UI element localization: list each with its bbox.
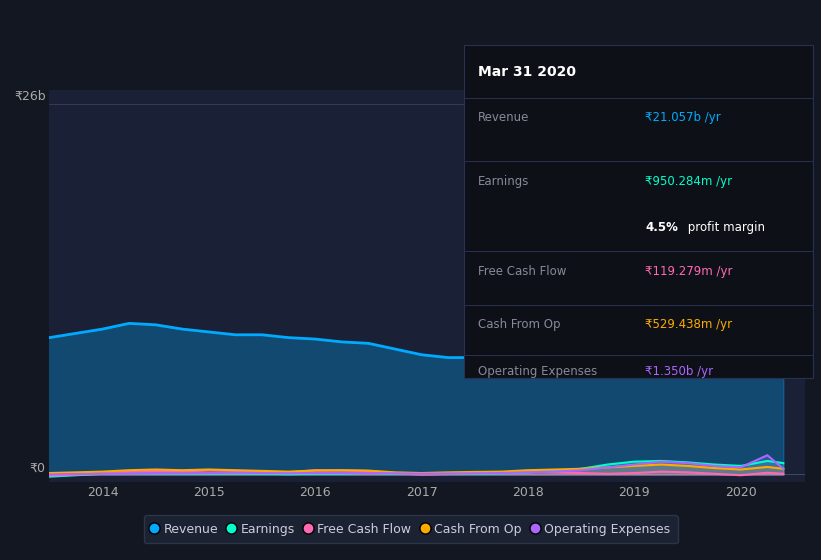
Text: profit margin: profit margin bbox=[684, 221, 764, 235]
Text: Free Cash Flow: Free Cash Flow bbox=[478, 265, 566, 278]
Text: Cash From Op: Cash From Op bbox=[478, 318, 560, 331]
Legend: Revenue, Earnings, Free Cash Flow, Cash From Op, Operating Expenses: Revenue, Earnings, Free Cash Flow, Cash … bbox=[144, 515, 677, 543]
Text: Earnings: Earnings bbox=[478, 175, 530, 188]
Text: ₹1.350b /yr: ₹1.350b /yr bbox=[645, 365, 713, 377]
Text: ₹21.057b /yr: ₹21.057b /yr bbox=[645, 111, 721, 124]
Text: ₹950.284m /yr: ₹950.284m /yr bbox=[645, 175, 732, 188]
Text: ₹119.279m /yr: ₹119.279m /yr bbox=[645, 265, 733, 278]
Text: ₹26b: ₹26b bbox=[14, 90, 45, 102]
Text: ₹529.438m /yr: ₹529.438m /yr bbox=[645, 318, 732, 331]
Text: 4.5%: 4.5% bbox=[645, 221, 678, 235]
Text: ₹0: ₹0 bbox=[30, 461, 45, 474]
Text: Mar 31 2020: Mar 31 2020 bbox=[478, 65, 576, 79]
Text: Operating Expenses: Operating Expenses bbox=[478, 365, 597, 377]
Text: Revenue: Revenue bbox=[478, 111, 530, 124]
